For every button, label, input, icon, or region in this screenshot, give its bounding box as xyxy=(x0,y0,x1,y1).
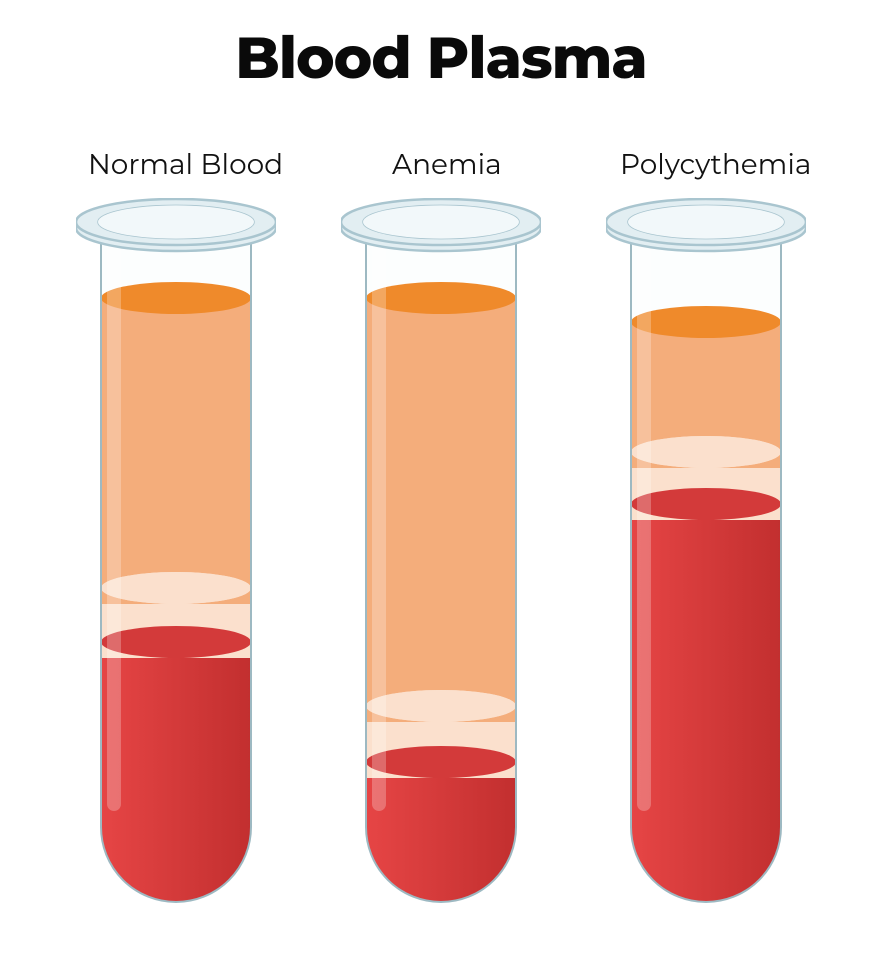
tube-label-anemia: Anemia xyxy=(392,148,502,182)
test-tube-anemia xyxy=(341,198,541,912)
test-tube-polycythemia xyxy=(606,198,806,912)
test-tube-normal xyxy=(76,198,276,912)
page-title: Blood Plasma xyxy=(0,22,882,93)
tube-label-normal: Normal Blood xyxy=(88,148,283,182)
tube-label-polycythemia: Polycythemia xyxy=(620,148,811,182)
